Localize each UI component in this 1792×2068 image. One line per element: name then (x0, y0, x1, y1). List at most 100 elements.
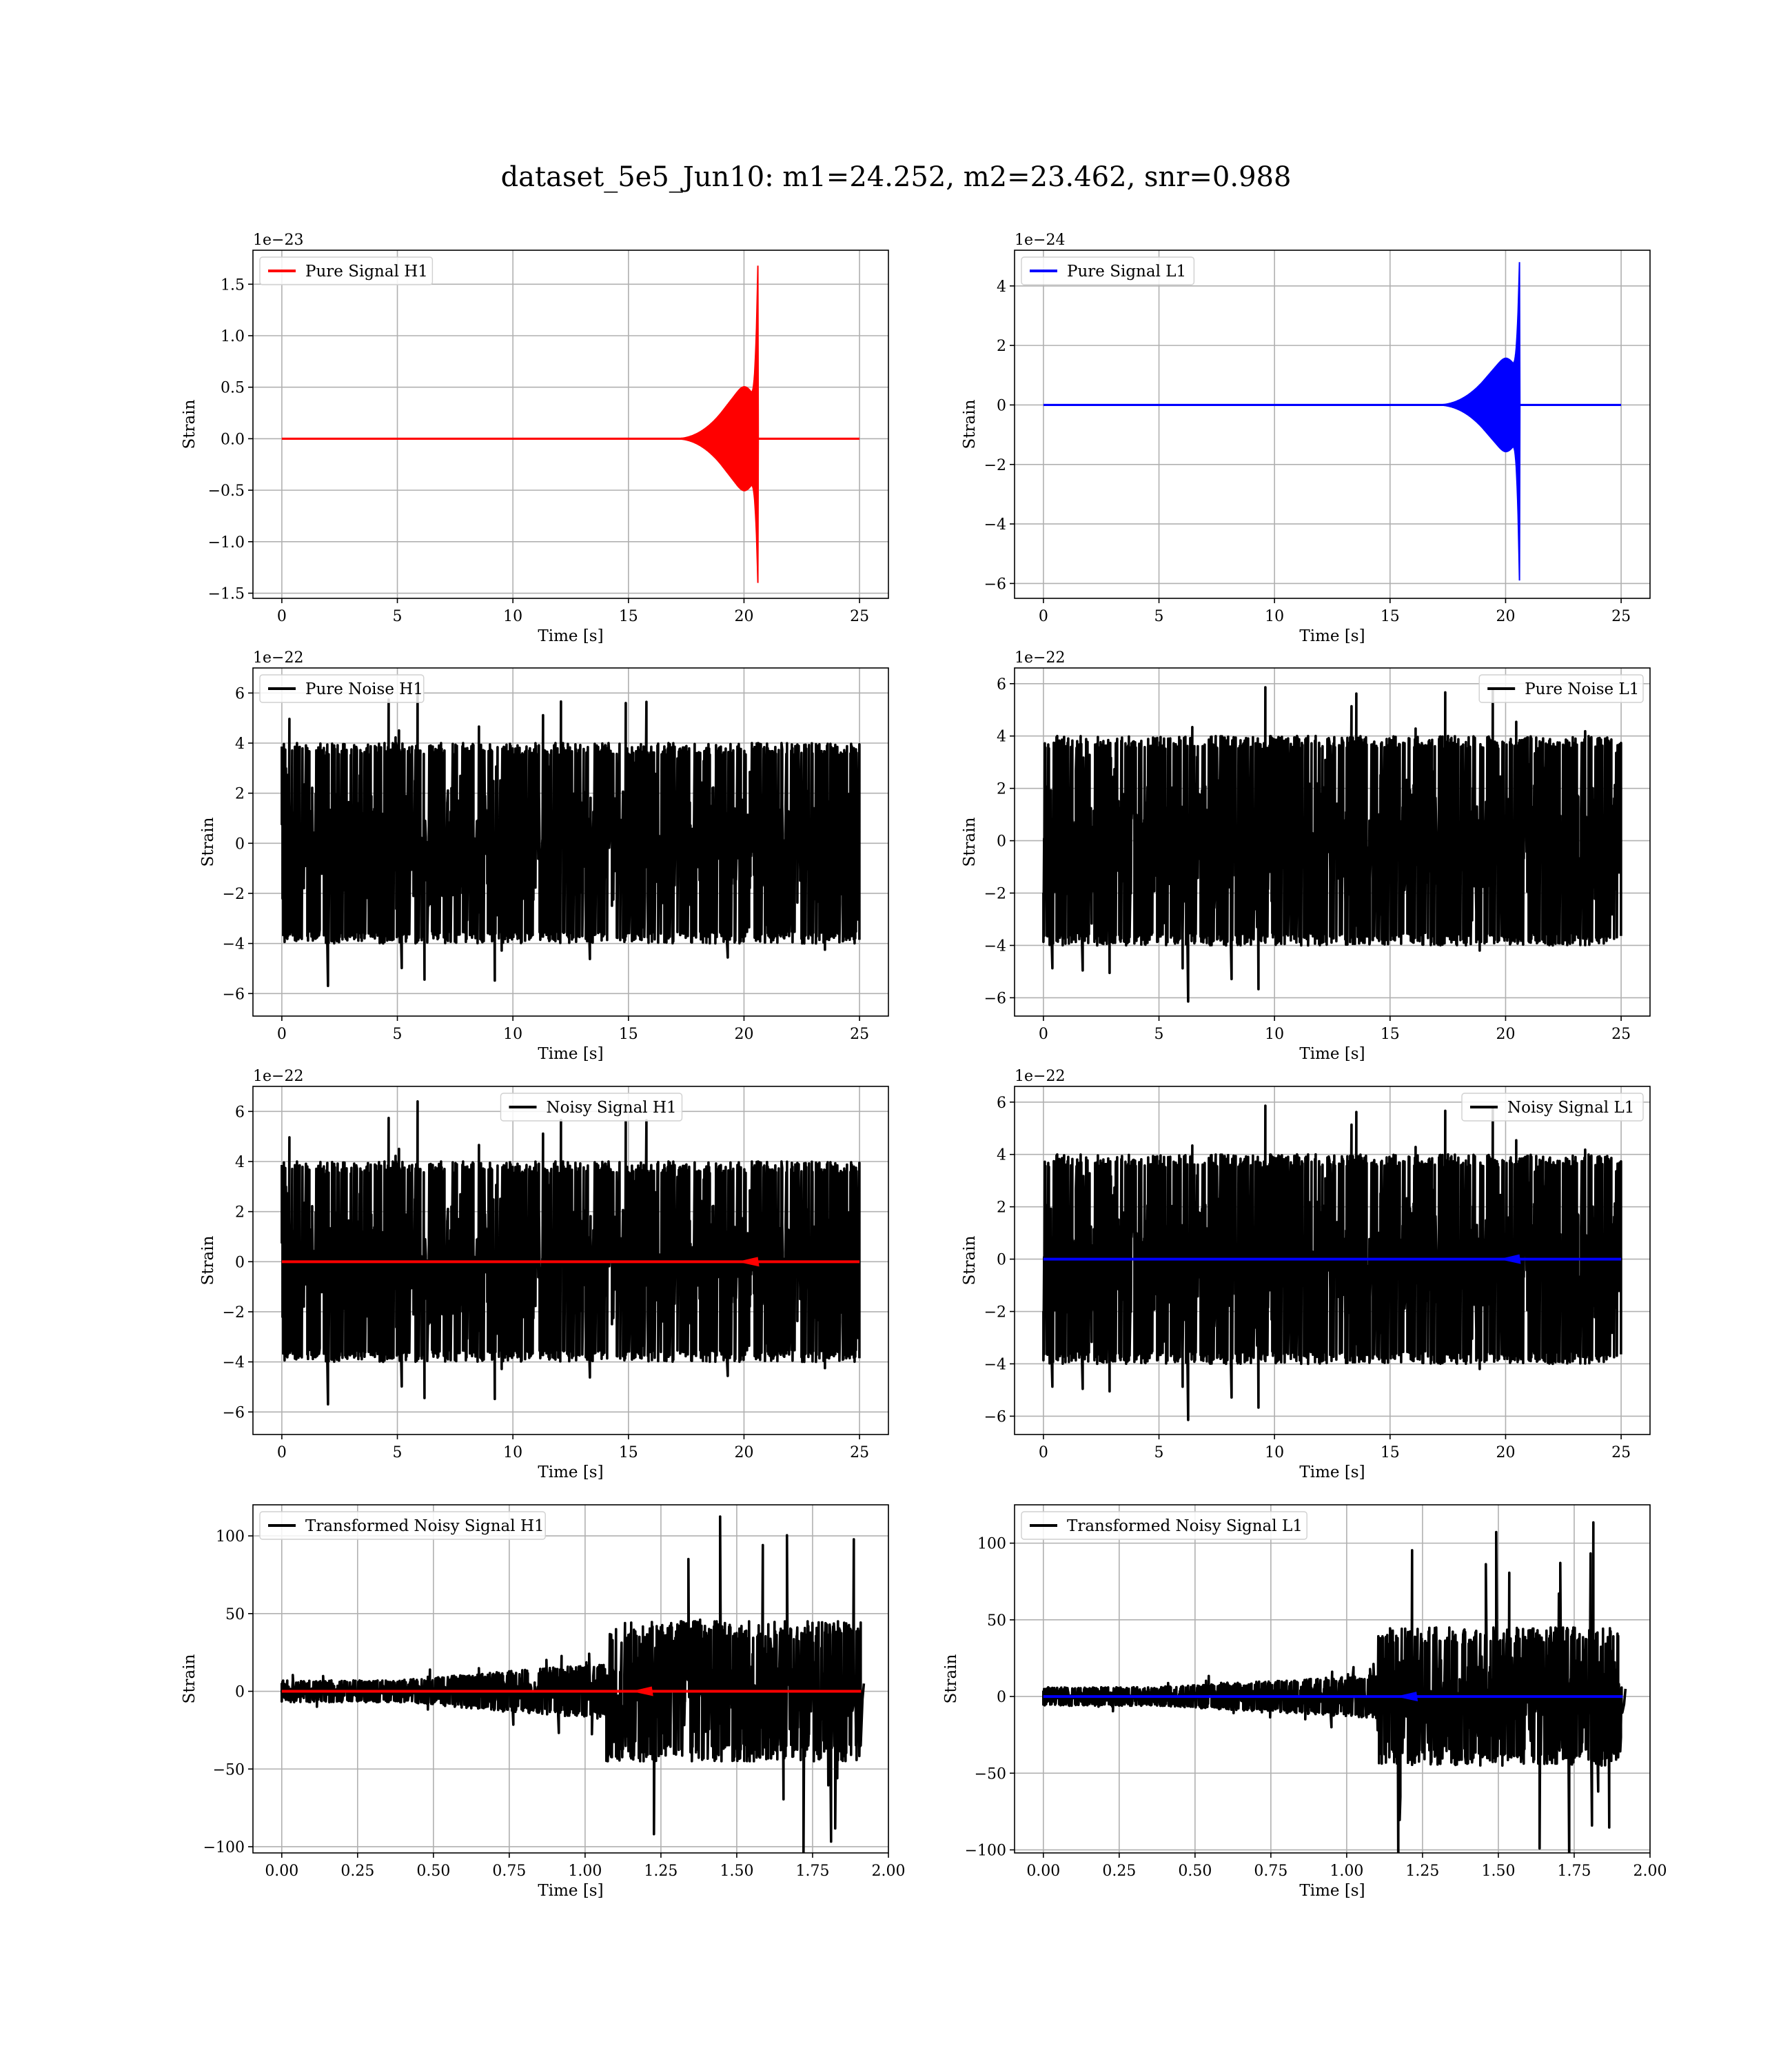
x-tick-label: 1.75 (795, 1863, 829, 1880)
y-offset-label: 1e−22 (253, 649, 303, 667)
x-axis-label: Time [s] (1299, 627, 1365, 645)
y-tick-label: −4 (984, 1356, 1006, 1373)
plot-area (1042, 1521, 1627, 1853)
x-tick-label: 0.75 (492, 1863, 526, 1880)
series-envelope-0 (1043, 262, 1527, 581)
x-axis-label: Time [s] (1299, 1463, 1365, 1481)
y-tick-label: −2 (223, 886, 245, 903)
x-tick-label: 2.00 (1633, 1863, 1667, 1880)
y-axis-label: Strain (961, 817, 979, 866)
y-tick-label: −2 (984, 457, 1006, 474)
y-tick-label: 2 (235, 786, 245, 803)
y-tick-label: −6 (223, 986, 245, 1003)
x-tick-label: 10 (1265, 608, 1284, 625)
legend-box (1021, 256, 1195, 285)
y-offset-label: 1e−24 (1015, 232, 1065, 249)
axes-frame (252, 1504, 889, 1854)
legend-box (1461, 1093, 1644, 1122)
x-tick-label: 15 (1381, 1026, 1400, 1043)
y-tick-label: 2 (997, 781, 1006, 798)
x-tick-label: 0 (277, 608, 287, 625)
y-tick-label: −1.0 (208, 534, 245, 551)
subplot-pure-signal-h1: 0 5 10 15 20 25 −1.5 −1.0 −0.5 0.0 0.5 1.0 1.5 Time [… (181, 232, 889, 645)
y-tick-label: 1.0 (221, 328, 245, 345)
x-tick-label: 20 (1496, 1026, 1515, 1043)
y-tick-label: 6 (235, 685, 245, 702)
x-tick-label: 0.25 (340, 1863, 374, 1880)
subplot-pure-noise-l1: 0 5 10 15 20 25 −6 −4 −2 0 2 4 6 Time [s] Strain 1e−22 P… (961, 649, 1651, 1063)
x-tick-label: 5 (1154, 1444, 1164, 1461)
y-tick-label: 4 (997, 729, 1006, 746)
series-line-0 (1042, 1104, 1622, 1421)
x-tick-label: 0.00 (1026, 1863, 1060, 1880)
y-tick-label: −2 (223, 1304, 245, 1321)
y-axis-label: Strain (199, 1235, 217, 1285)
legend-entry: Pure Noise L1 (1525, 680, 1639, 698)
subplot-noisy-signal-h1: 0 5 10 15 20 25 −6 −4 −2 0 2 4 6 Time [s] Strain 1e−22 N… (199, 1068, 889, 1481)
series-line-0 (1042, 1521, 1627, 1853)
y-tick-label: 4 (997, 278, 1006, 296)
x-tick-label: 20 (734, 1444, 753, 1461)
y-tick-label: −2 (984, 1304, 1006, 1321)
y-tick-label: 0 (997, 1252, 1006, 1269)
legend-box (259, 1511, 546, 1540)
legend-box (1021, 1511, 1307, 1540)
legend-entry: Transformed Noisy Signal H1 (305, 1517, 544, 1535)
x-tick-label: 15 (619, 1026, 638, 1043)
series-line-0 (1042, 686, 1622, 1003)
y-tick-label: −4 (223, 1355, 245, 1372)
legend-box (500, 1093, 683, 1122)
x-tick-label: 25 (850, 1444, 869, 1461)
legend: Pure Noise L1 (1478, 674, 1644, 703)
x-tick-label: 20 (734, 608, 753, 625)
plot-area (281, 682, 861, 987)
grid (1015, 250, 1650, 598)
x-tick-label: 15 (619, 1444, 638, 1461)
y-axis-label: Strain (181, 399, 198, 449)
x-axis-label: Time [s] (538, 627, 603, 645)
legend-entry: Transformed Noisy Signal L1 (1067, 1517, 1303, 1535)
y-tick-label: −6 (984, 1408, 1006, 1426)
y-tick-label: 2 (997, 1199, 1006, 1217)
y-tick-label: 4 (235, 1154, 245, 1171)
grid (253, 250, 888, 598)
x-tick-label: 1.25 (1405, 1863, 1439, 1880)
legend: Transformed Noisy Signal L1 (1021, 1511, 1307, 1540)
x-tick-label: 25 (850, 1026, 869, 1043)
x-tick-label: 1.00 (1330, 1863, 1363, 1880)
y-tick-label: −4 (984, 516, 1006, 534)
legend: Pure Noise H1 (259, 674, 425, 703)
y-tick-label: −6 (984, 990, 1006, 1007)
y-tick-label: 4 (235, 736, 245, 753)
y-tick-label: 4 (997, 1147, 1006, 1164)
y-tick-label: −50 (213, 1761, 245, 1778)
y-offset-label: 1e−22 (253, 1068, 303, 1085)
y-tick-label: 2 (235, 1204, 245, 1221)
x-tick-label: 5 (1154, 1026, 1164, 1043)
x-tick-label: 0 (1039, 608, 1048, 625)
x-tick-label: 25 (1611, 1026, 1631, 1043)
x-tick-label: 0 (277, 1444, 287, 1461)
x-tick-label: 1.50 (1481, 1863, 1515, 1880)
x-tick-label: 20 (1496, 608, 1515, 625)
y-tick-label: 100 (216, 1528, 245, 1545)
y-tick-label: −6 (223, 1404, 245, 1421)
y-tick-label: −4 (223, 936, 245, 953)
legend-entry: Pure Signal H1 (305, 263, 428, 281)
x-tick-label: 0.00 (265, 1863, 298, 1880)
y-tick-label: −50 (975, 1765, 1006, 1783)
x-tick-label: 1.00 (568, 1863, 602, 1880)
legend-entry: Pure Signal L1 (1067, 263, 1186, 281)
axes-frame (1014, 667, 1651, 1017)
y-tick-label: 6 (235, 1104, 245, 1121)
legend-box (259, 256, 434, 285)
x-tick-label: 0 (1039, 1444, 1048, 1461)
y-axis-label: Strain (961, 399, 979, 449)
y-tick-label: 1.5 (221, 276, 245, 294)
plot-area (281, 265, 860, 583)
legend: Noisy Signal L1 (1461, 1093, 1644, 1122)
x-tick-label: 10 (503, 608, 522, 625)
x-axis-label: Time [s] (1299, 1882, 1365, 1900)
y-tick-label: 0 (235, 1254, 245, 1271)
